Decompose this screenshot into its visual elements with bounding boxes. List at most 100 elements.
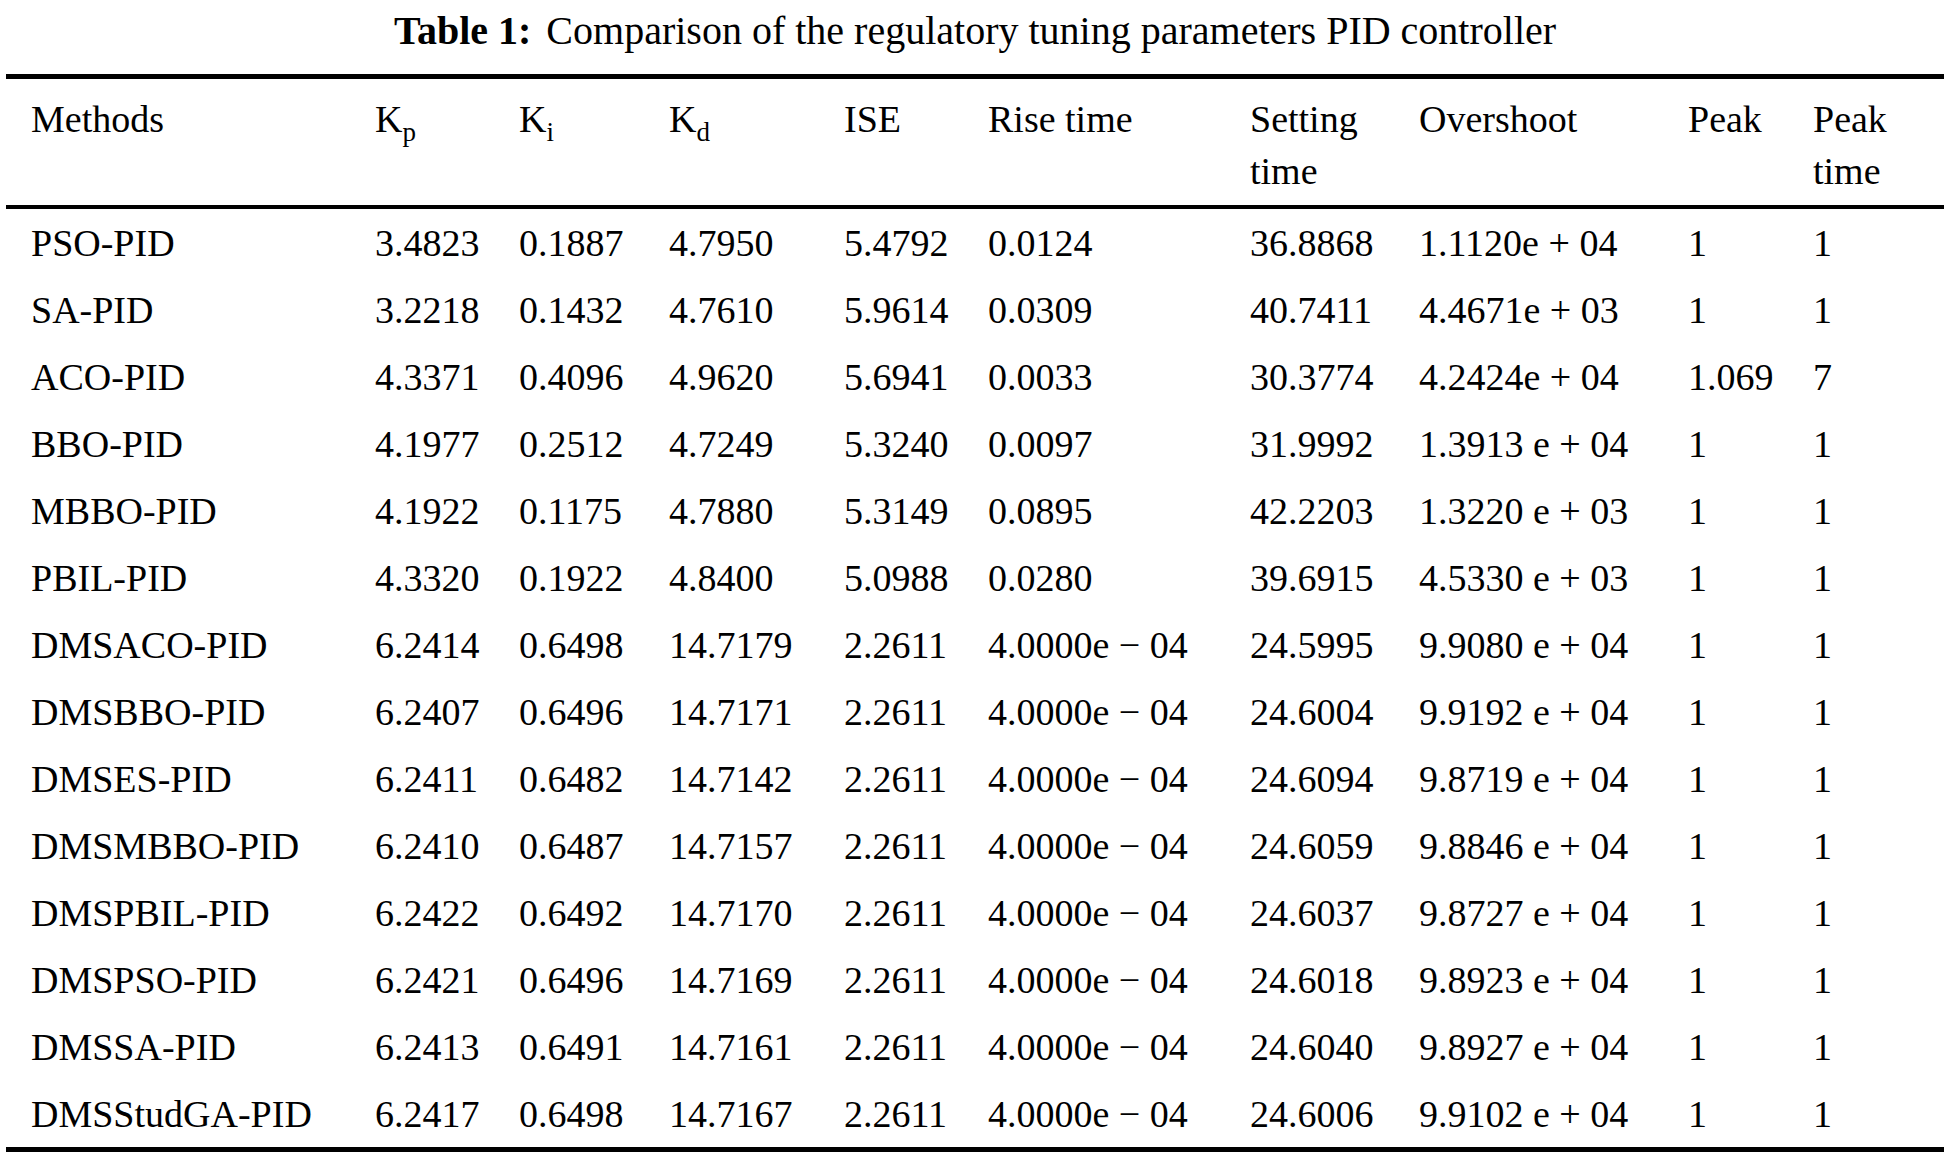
cell-methods: PSO-PID <box>6 207 375 276</box>
cell-rise-time: 0.0097 <box>988 410 1250 477</box>
cell-peak-time: 1 <box>1813 207 1944 276</box>
cell-overshoot: 9.8719 e + 04 <box>1419 745 1688 812</box>
cell-kp: 6.2422 <box>375 879 519 946</box>
column-header-subscript: p <box>402 117 416 147</box>
table-row: DMSPSO-PID6.24210.649614.71692.26114.000… <box>6 946 1944 1013</box>
cell-kd: 14.7167 <box>669 1080 844 1150</box>
cell-ki: 0.6498 <box>519 1080 669 1150</box>
column-header-kd: Kd <box>669 77 844 208</box>
cell-peak-time: 1 <box>1813 477 1944 544</box>
cell-peak: 1 <box>1688 544 1813 611</box>
cell-overshoot: 1.1120e + 04 <box>1419 207 1688 276</box>
column-header-text: Peak time <box>1813 98 1887 192</box>
cell-overshoot: 4.5330 e + 03 <box>1419 544 1688 611</box>
cell-rise-time: 0.0124 <box>988 207 1250 276</box>
cell-overshoot: 9.8846 e + 04 <box>1419 812 1688 879</box>
cell-rise-time: 4.0000e − 04 <box>988 946 1250 1013</box>
column-header-ki: Ki <box>519 77 669 208</box>
cell-peak-time: 1 <box>1813 1013 1944 1080</box>
cell-peak-time: 1 <box>1813 544 1944 611</box>
cell-ise: 2.2611 <box>844 745 988 812</box>
cell-overshoot: 9.8923 e + 04 <box>1419 946 1688 1013</box>
cell-kd: 4.7610 <box>669 276 844 343</box>
column-header-text: ISE <box>844 98 901 140</box>
table-row: DMSES-PID6.24110.648214.71422.26114.0000… <box>6 745 1944 812</box>
cell-kp: 4.3320 <box>375 544 519 611</box>
header-row: MethodsKpKiKdISERise timeSetting timeOve… <box>6 77 1944 208</box>
column-header-text: Overshoot <box>1419 98 1577 140</box>
cell-peak: 1 <box>1688 745 1813 812</box>
table-row: DMSBBO-PID6.24070.649614.71712.26114.000… <box>6 678 1944 745</box>
cell-methods: DMSMBBO-PID <box>6 812 375 879</box>
cell-overshoot: 4.2424e + 04 <box>1419 343 1688 410</box>
cell-methods: DMSBBO-PID <box>6 678 375 745</box>
cell-ki: 0.1175 <box>519 477 669 544</box>
cell-methods: DMSSA-PID <box>6 1013 375 1080</box>
cell-setting-time: 24.6094 <box>1250 745 1419 812</box>
cell-methods: BBO-PID <box>6 410 375 477</box>
cell-methods: DMSACO-PID <box>6 611 375 678</box>
cell-peak-time: 1 <box>1813 745 1944 812</box>
cell-setting-time: 30.3774 <box>1250 343 1419 410</box>
cell-kp: 6.2421 <box>375 946 519 1013</box>
cell-ki: 0.1922 <box>519 544 669 611</box>
cell-methods: PBIL-PID <box>6 544 375 611</box>
cell-peak-time: 1 <box>1813 812 1944 879</box>
cell-setting-time: 24.6004 <box>1250 678 1419 745</box>
cell-rise-time: 0.0280 <box>988 544 1250 611</box>
table-row: DMSACO-PID6.24140.649814.71792.26114.000… <box>6 611 1944 678</box>
table-header: MethodsKpKiKdISERise timeSetting timeOve… <box>6 77 1944 208</box>
cell-overshoot: 4.4671e + 03 <box>1419 276 1688 343</box>
cell-ki: 0.4096 <box>519 343 669 410</box>
table-body: PSO-PID3.48230.18874.79505.47920.012436.… <box>6 207 1944 1150</box>
cell-setting-time: 24.6037 <box>1250 879 1419 946</box>
table-row: MBBO-PID4.19220.11754.78805.31490.089542… <box>6 477 1944 544</box>
cell-ki: 0.2512 <box>519 410 669 477</box>
cell-kd: 14.7161 <box>669 1013 844 1080</box>
column-header-subscript: i <box>546 117 554 147</box>
cell-ki: 0.1432 <box>519 276 669 343</box>
cell-peak: 1 <box>1688 812 1813 879</box>
cell-kd: 4.7880 <box>669 477 844 544</box>
table-caption-label: Table 1: <box>394 8 531 53</box>
cell-methods: DMSStudGA-PID <box>6 1080 375 1150</box>
cell-rise-time: 4.0000e − 04 <box>988 611 1250 678</box>
cell-methods: MBBO-PID <box>6 477 375 544</box>
column-header-text: K <box>375 98 402 140</box>
cell-peak: 1 <box>1688 410 1813 477</box>
cell-kp: 6.2417 <box>375 1080 519 1150</box>
cell-overshoot: 9.8727 e + 04 <box>1419 879 1688 946</box>
table-row: PBIL-PID4.33200.19224.84005.09880.028039… <box>6 544 1944 611</box>
cell-ise: 2.2611 <box>844 678 988 745</box>
cell-setting-time: 31.9992 <box>1250 410 1419 477</box>
cell-methods: DMSPSO-PID <box>6 946 375 1013</box>
column-header-peak-time: Peak time <box>1813 77 1944 208</box>
cell-ki: 0.6496 <box>519 678 669 745</box>
column-header-text: Methods <box>31 98 164 140</box>
cell-kp: 4.1922 <box>375 477 519 544</box>
cell-rise-time: 4.0000e − 04 <box>988 1080 1250 1150</box>
pid-parameters-table: MethodsKpKiKdISERise timeSetting timeOve… <box>6 74 1944 1152</box>
table-row: DMSPBIL-PID6.24220.649214.71702.26114.00… <box>6 879 1944 946</box>
table-row: DMSSA-PID6.24130.649114.71612.26114.0000… <box>6 1013 1944 1080</box>
cell-ki: 0.6487 <box>519 812 669 879</box>
cell-kp: 6.2411 <box>375 745 519 812</box>
cell-peak: 1 <box>1688 611 1813 678</box>
cell-setting-time: 40.7411 <box>1250 276 1419 343</box>
cell-kd: 14.7179 <box>669 611 844 678</box>
cell-ki: 0.6492 <box>519 879 669 946</box>
cell-peak-time: 1 <box>1813 611 1944 678</box>
column-header-text: K <box>519 98 546 140</box>
table-row: SA-PID3.22180.14324.76105.96140.030940.7… <box>6 276 1944 343</box>
cell-kd: 4.8400 <box>669 544 844 611</box>
cell-kp: 3.4823 <box>375 207 519 276</box>
cell-kp: 4.3371 <box>375 343 519 410</box>
cell-setting-time: 39.6915 <box>1250 544 1419 611</box>
column-header-methods: Methods <box>6 77 375 208</box>
cell-overshoot: 9.9192 e + 04 <box>1419 678 1688 745</box>
cell-kd: 14.7142 <box>669 745 844 812</box>
cell-kd: 4.7950 <box>669 207 844 276</box>
cell-ise: 5.9614 <box>844 276 988 343</box>
cell-ki: 0.6491 <box>519 1013 669 1080</box>
cell-rise-time: 0.0895 <box>988 477 1250 544</box>
